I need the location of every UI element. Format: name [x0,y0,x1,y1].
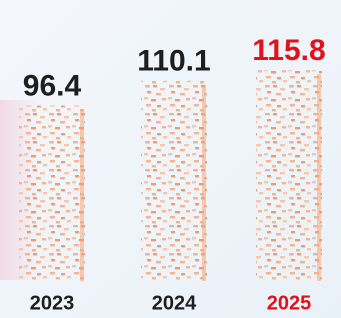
bar-edge [317,74,321,281]
value-label: 96.4 [23,69,82,102]
bar-edge [80,110,84,281]
bar [256,70,322,281]
value-label: 110.1 [137,45,210,78]
x-tick-label: 2024 [152,292,197,314]
chart: 96.4 2023 110.1 2024 115.8 2025 [0,0,341,318]
bar [19,106,85,281]
bar [141,81,207,281]
x-tick-label: 2023 [30,292,75,314]
plot: 96.4 2023 110.1 2024 115.8 2025 [19,34,326,314]
value-label: 115.8 [252,34,325,67]
bar-edge [202,85,206,281]
x-tick-label: 2025 [267,292,312,314]
